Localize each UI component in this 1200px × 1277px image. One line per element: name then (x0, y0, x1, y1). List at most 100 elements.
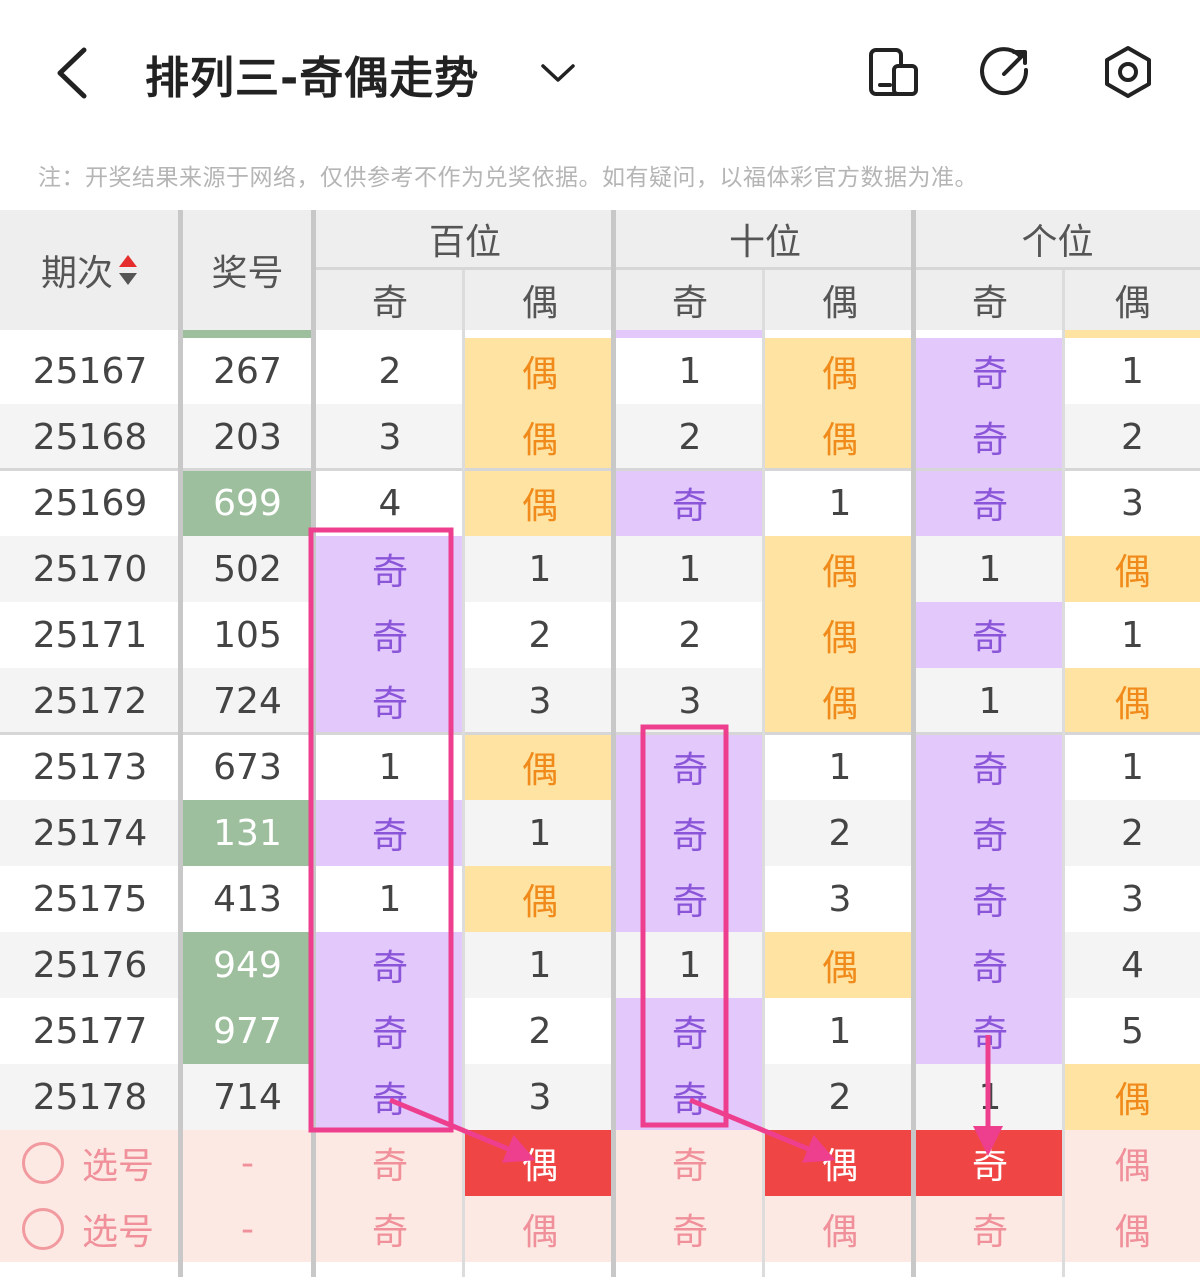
trend-cell: 1 (528, 812, 552, 854)
issue-cell: 25170 (32, 548, 148, 590)
row-divider (0, 732, 1200, 735)
trend-cell: 奇 (615, 1064, 765, 1130)
trend-cell: 偶 (765, 404, 915, 470)
trend-cell: 4 (378, 482, 402, 524)
trend-cell: 2 (1121, 416, 1144, 458)
trend-cell: 3 (378, 416, 402, 458)
select-label: 选号 (82, 1146, 155, 1187)
select-option-cell[interactable]: 奇 (971, 1212, 1008, 1253)
tens-odd-header: 奇 (615, 270, 765, 330)
issue-cell: 25177 (32, 1010, 148, 1052)
hundreds-group-header: 百位 (315, 210, 615, 268)
trend-cell: 3 (1121, 878, 1144, 920)
select-number-toggle[interactable]: 选号 (0, 1196, 180, 1262)
trend-cell: 偶 (465, 866, 615, 932)
issue-cell: 25167 (32, 350, 148, 392)
trend-cell: 1 (678, 944, 702, 986)
partial-row-strip (1065, 330, 1200, 338)
number-cell: 949 (180, 932, 315, 998)
select-number-cell: - (241, 1208, 254, 1250)
number-cell: 673 (213, 746, 282, 788)
trend-cell: 3 (1121, 482, 1144, 524)
trend-cell: 奇 (915, 404, 1065, 470)
trend-cell: 偶 (465, 338, 615, 404)
phone-icon[interactable] (864, 42, 924, 102)
select-option-cell[interactable]: 奇 (371, 1212, 408, 1253)
trend-cell: 1 (828, 1010, 852, 1052)
select-option-cell[interactable]: 偶 (765, 1130, 915, 1196)
settings-icon[interactable] (1098, 42, 1158, 102)
partial-row-strip (180, 330, 315, 338)
trend-cell: 3 (828, 878, 852, 920)
radio-circle-icon[interactable] (22, 1142, 64, 1184)
partial-row-strip (615, 330, 765, 338)
trend-cell: 奇 (915, 932, 1065, 998)
trend-cell: 偶 (1065, 536, 1200, 602)
issue-cell: 25176 (32, 944, 148, 986)
trend-cell: 奇 (615, 470, 765, 536)
trend-cell: 奇 (315, 1064, 465, 1130)
trend-cell: 1 (1121, 350, 1144, 392)
trend-cell: 奇 (915, 602, 1065, 668)
tens-group-header: 十位 (615, 210, 915, 268)
select-option-cell[interactable]: 偶 (1114, 1212, 1151, 1253)
hundreds-label: 百位 (428, 222, 501, 263)
trend-cell: 偶 (765, 536, 915, 602)
issue-cell: 25178 (32, 1076, 148, 1118)
sub-even-label: 偶 (521, 283, 558, 324)
tens-label: 十位 (728, 222, 801, 263)
number-cell: 131 (180, 800, 315, 866)
table-row (0, 536, 1200, 602)
disclaimer-notice: 注：开奖结果来源于网络，仅供参考不作为兑奖依据。如有疑问，以福体彩官方数据为准。 (38, 165, 978, 191)
table-row (0, 668, 1200, 734)
column-divider (611, 210, 616, 1277)
trend-cell: 奇 (315, 932, 465, 998)
trend-cell: 1 (378, 878, 402, 920)
trend-cell: 偶 (1065, 1064, 1200, 1130)
trend-cell: 奇 (315, 998, 465, 1064)
trend-cell: 奇 (915, 470, 1065, 536)
select-option-cell[interactable]: 偶 (1114, 1146, 1151, 1187)
trend-cell: 2 (1121, 812, 1144, 854)
top-bar: 排列三-奇偶走势 (0, 0, 1200, 145)
select-option-cell[interactable]: 偶 (821, 1212, 858, 1253)
chevron-down-icon[interactable] (535, 50, 581, 96)
number-cell: 714 (213, 1076, 282, 1118)
back-arrow-icon[interactable] (40, 38, 110, 108)
select-option-cell[interactable]: 奇 (671, 1212, 708, 1253)
radio-circle-icon[interactable] (22, 1208, 64, 1250)
sort-arrows-icon[interactable] (117, 252, 139, 288)
sub-even-label: 偶 (1114, 283, 1151, 324)
column-divider (178, 210, 183, 1277)
trend-cell: 2 (678, 614, 702, 656)
issue-cell: 25174 (32, 812, 148, 854)
trend-cell: 奇 (915, 338, 1065, 404)
select-option-cell[interactable]: 偶 (521, 1212, 558, 1253)
trend-cell: 1 (528, 548, 552, 590)
column-divider (911, 210, 916, 1277)
trend-cell: 5 (1121, 1010, 1144, 1052)
trend-cell: 4 (1121, 944, 1144, 986)
trend-cell: 奇 (615, 800, 765, 866)
share-icon[interactable] (976, 42, 1036, 102)
issue-cell: 25175 (32, 878, 148, 920)
select-option-cell[interactable]: 奇 (371, 1146, 408, 1187)
select-option-cell[interactable]: 偶 (465, 1130, 615, 1196)
units-label: 个位 (1021, 222, 1094, 263)
select-number-toggle[interactable]: 选号 (0, 1130, 180, 1196)
select-option-cell[interactable]: 奇 (671, 1146, 708, 1187)
trend-cell: 1 (1121, 614, 1144, 656)
issue-cell: 25169 (32, 482, 148, 524)
sub-column-divider (762, 270, 765, 1277)
trend-cell: 3 (678, 680, 702, 722)
select-row (0, 1196, 1200, 1262)
issue-column-header[interactable]: 期次 (0, 210, 180, 330)
trend-cell: 偶 (765, 668, 915, 734)
trend-cell: 1 (678, 350, 702, 392)
select-option-cell[interactable]: 奇 (915, 1130, 1065, 1196)
issue-cell: 25168 (32, 416, 148, 458)
issue-cell: 25173 (32, 746, 148, 788)
issue-cell: 25172 (32, 680, 148, 722)
number-cell: 267 (213, 350, 282, 392)
sub-even-label: 偶 (821, 283, 858, 324)
